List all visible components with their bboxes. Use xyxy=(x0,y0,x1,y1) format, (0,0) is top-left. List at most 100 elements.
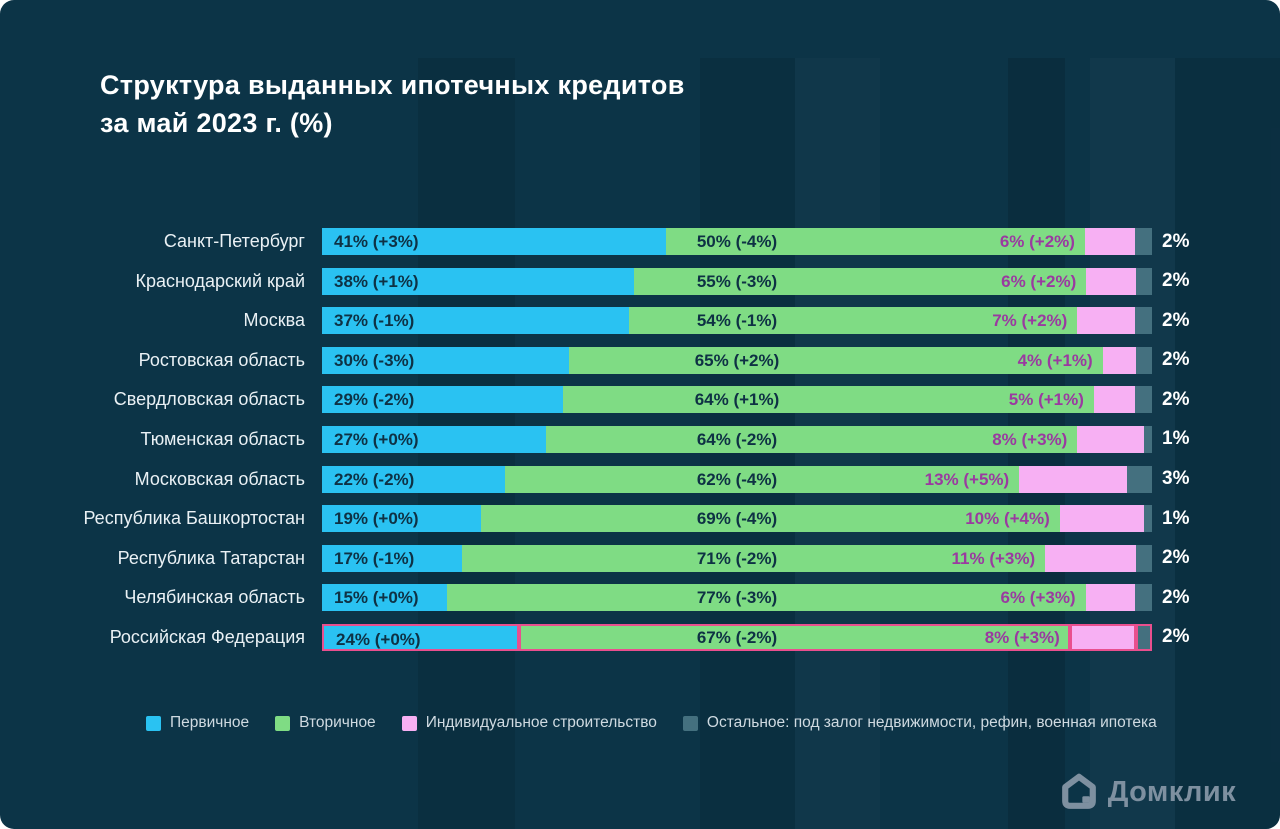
segment-secondary xyxy=(446,584,1086,612)
other-value-label: 2% xyxy=(1162,230,1190,252)
legend-item-primary: Первичное xyxy=(146,714,249,732)
segment-primary: 24% (+0%) xyxy=(322,623,520,651)
region-label: Московская область xyxy=(134,468,305,489)
stacked-bar: 29% (-2%) 64% (+1%) 5% (+1%) xyxy=(322,386,1152,414)
segment-other xyxy=(1135,544,1152,572)
region-label: Ростовская область xyxy=(138,349,305,370)
region-label: Российская Федерация xyxy=(109,626,305,647)
stacked-bar: 41% (+3%) 50% (-4%) 6% (+2%) xyxy=(322,228,1152,255)
primary-value-label: 24% (+0%) xyxy=(336,629,421,649)
region-label: Республика Татарстан xyxy=(117,547,305,568)
segment-primary: 38% (+1%) xyxy=(322,267,635,295)
segment-primary: 37% (-1%) xyxy=(322,307,630,335)
chart-row: Санкт-Петербург 41% (+3%) 50% (-4%) 6% (+2%… xyxy=(0,228,1280,255)
primary-value-label: 41% (+3%) xyxy=(334,232,419,251)
legend-label-other: Остальное: под залог недвижимости, рефин… xyxy=(706,714,1157,731)
segment-secondary xyxy=(634,267,1087,295)
individual-value-label: 10% (+4%) xyxy=(965,509,1050,529)
other-value-label: 2% xyxy=(1162,547,1190,569)
individual-value-label: 5% (+1%) xyxy=(1008,390,1084,410)
segment-primary: 27% (+0%) xyxy=(322,425,547,453)
other-value-label: 2% xyxy=(1162,586,1190,608)
legend-swatch-individual-icon xyxy=(401,715,417,731)
secondary-value-label: 55% (-3%) xyxy=(696,271,778,291)
stacked-bar: 22% (-2%) 62% (-4%) 13% (+5%) xyxy=(322,465,1152,493)
segment-individual xyxy=(1085,584,1136,612)
segment-individual xyxy=(1093,386,1136,414)
other-value-label: 3% xyxy=(1162,468,1190,490)
segment-other xyxy=(1135,307,1152,335)
segment-secondary xyxy=(568,346,1103,374)
segment-primary: 29% (-2%) xyxy=(322,386,563,414)
primary-value-label: 19% (+0%) xyxy=(334,509,419,529)
segment-secondary xyxy=(562,386,1094,414)
stacked-bar: 15% (+0%) 77% (-3%) 6% (+3%) xyxy=(322,584,1152,612)
stacked-bar: 19% (+0%) 69% (-4%) 10% (+4%) xyxy=(322,505,1152,533)
chart-row: Тюменская область 27% (+0%) 64% (-2%) 8% (+… xyxy=(0,425,1280,453)
segment-individual xyxy=(1069,623,1136,651)
segment-individual xyxy=(1077,307,1136,335)
legend: Первичное Вторичное Индивидуальное строи… xyxy=(146,714,1157,732)
other-value-label: 2% xyxy=(1162,626,1190,648)
segment-secondary xyxy=(519,623,1070,651)
segment-primary: 19% (+0%) xyxy=(322,505,482,533)
primary-value-label: 27% (+0%) xyxy=(334,429,419,449)
segment-other xyxy=(1135,228,1152,255)
logo-text: Домклик xyxy=(1107,775,1236,808)
secondary-value-label: 71% (-2%) xyxy=(696,548,778,568)
chart-row: Российская Федерация 24% (+0%) 67% (-2%) 8%… xyxy=(0,623,1280,651)
segment-secondary xyxy=(461,544,1046,572)
individual-value-label: 6% (+3%) xyxy=(1000,588,1076,608)
chart-row: Москва 37% (-1%) 54% (-1%) 7% (+2%) 2% xyxy=(0,307,1280,335)
segment-primary: 41% (+3%) xyxy=(322,228,666,255)
region-label: Краснодарский край xyxy=(135,270,305,291)
segment-individual xyxy=(1086,267,1136,295)
chart-row: Краснодарский край 38% (+1%) 55% (-3%) 6% (… xyxy=(0,267,1280,295)
individual-value-label: 11% (+3%) xyxy=(951,548,1036,568)
other-value-label: 2% xyxy=(1162,309,1190,331)
chart-row: Ростовская область 30% (-3%) 65% (+2%) 4% (… xyxy=(0,346,1280,374)
other-value-label: 1% xyxy=(1162,428,1190,450)
legend-item-secondary: Вторичное xyxy=(275,714,376,732)
secondary-value-label: 69% (-4%) xyxy=(696,509,778,529)
domclick-logo: Домклик xyxy=(1060,773,1236,811)
individual-value-label: 6% (+2%) xyxy=(1001,271,1077,291)
chart-row: Московская область 22% (-2%) 62% (-4%) 13% … xyxy=(0,465,1280,493)
other-value-label: 2% xyxy=(1162,388,1190,410)
region-label: Тюменская область xyxy=(140,428,305,449)
stacked-bar: 17% (-1%) 71% (-2%) 11% (+3%) xyxy=(322,544,1152,572)
chart-row: Свердловская область 29% (-2%) 64% (+1%) 5%… xyxy=(0,386,1280,414)
chart-title: Структура выданных ипотечных кредитов за… xyxy=(100,66,685,142)
stacked-bar-highlighted: 24% (+0%) 67% (-2%) 8% (+3%) xyxy=(322,623,1152,651)
chart-title-line2: за май 2023 г. (%) xyxy=(100,108,333,138)
stacked-bar: 27% (+0%) 64% (-2%) 8% (+3%) xyxy=(322,425,1152,453)
stacked-bar: 37% (-1%) 54% (-1%) 7% (+2%) xyxy=(322,307,1152,335)
primary-value-label: 30% (-3%) xyxy=(334,350,415,370)
primary-value-label: 29% (-2%) xyxy=(334,390,415,410)
secondary-value-label: 62% (-4%) xyxy=(696,469,778,489)
region-label: Санкт-Петербург xyxy=(163,231,305,251)
secondary-value-label: 64% (+1%) xyxy=(694,390,780,410)
individual-value-label: 4% (+1%) xyxy=(1017,350,1093,370)
individual-value-label: 7% (+2%) xyxy=(992,311,1068,331)
chart-row: Республика Татарстан 17% (-1%) 71% (-2%) 11… xyxy=(0,544,1280,572)
segment-primary: 30% (-3%) xyxy=(322,346,569,374)
segment-other xyxy=(1135,623,1152,651)
secondary-value-label: 54% (-1%) xyxy=(696,311,778,331)
chart-row: Челябинская область 15% (+0%) 77% (-3%) 6% … xyxy=(0,584,1280,612)
segment-individual xyxy=(1084,228,1136,255)
chart-title-line1: Структура выданных ипотечных кредитов xyxy=(100,70,685,100)
individual-value-label: 8% (+3%) xyxy=(992,429,1068,449)
segment-secondary xyxy=(481,505,1060,533)
region-label: Свердловская область xyxy=(113,389,305,410)
segment-individual xyxy=(1077,425,1144,453)
primary-value-label: 38% (+1%) xyxy=(334,271,419,291)
region-label: Челябинская область xyxy=(124,587,305,608)
segment-other xyxy=(1135,584,1152,612)
segment-individual xyxy=(1019,465,1128,493)
segment-secondary xyxy=(629,307,1078,335)
legend-item-individual: Индивидуальное строительство xyxy=(401,714,657,732)
segment-primary: 17% (-1%) xyxy=(322,544,462,572)
segment-individual xyxy=(1102,346,1136,374)
individual-value-label: 13% (+5%) xyxy=(924,469,1010,489)
